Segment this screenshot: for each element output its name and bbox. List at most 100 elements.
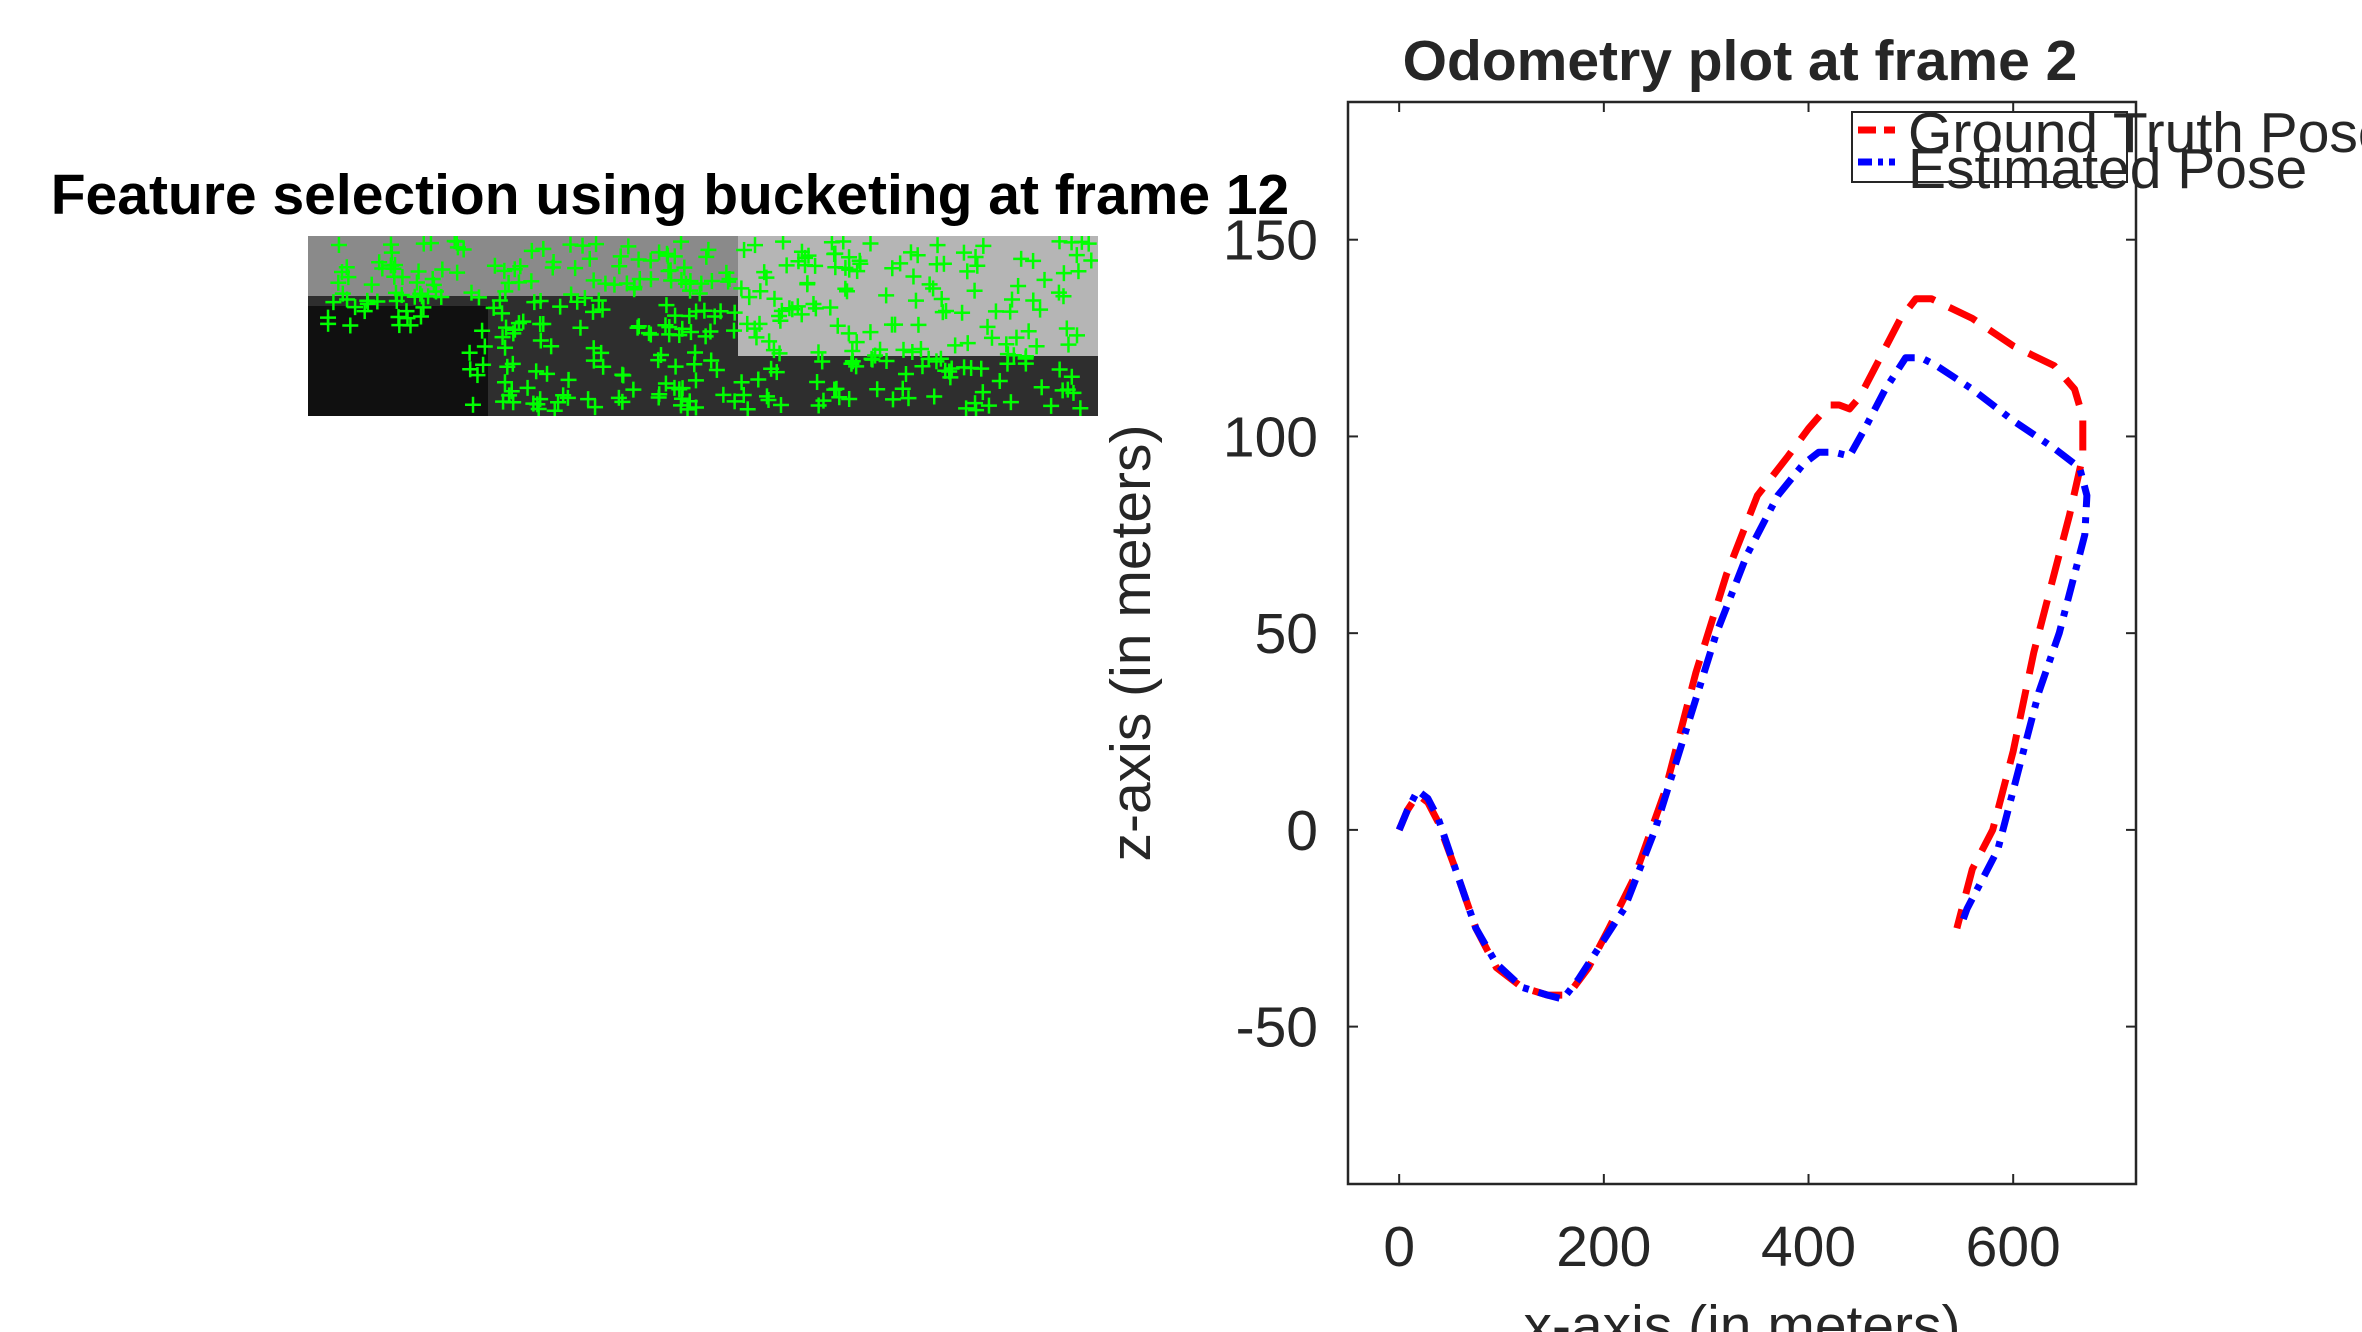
feature-marker — [581, 250, 598, 267]
feature-marker — [941, 363, 958, 380]
feature-marker — [682, 324, 699, 341]
feature-marker — [1083, 252, 1098, 269]
feature-marker — [739, 315, 756, 332]
feature-marker — [897, 366, 914, 383]
feature-marker — [772, 312, 789, 329]
feature-marker — [667, 358, 684, 375]
feature-marker — [530, 401, 547, 416]
feature-marker — [391, 317, 408, 334]
feature-marker — [735, 387, 752, 404]
feature-marker — [498, 319, 515, 336]
feature-marker — [339, 291, 356, 308]
feature-marker — [991, 372, 1008, 389]
feature-marker — [476, 338, 493, 355]
feature-marker — [1063, 368, 1080, 385]
feature-marker — [461, 344, 478, 361]
feature-marker — [606, 276, 623, 293]
feature-marker — [539, 365, 556, 382]
feature-marker — [867, 347, 884, 364]
feature-marker — [837, 280, 854, 297]
feature-marker — [935, 255, 952, 272]
x-tick-label: 400 — [1761, 1215, 1856, 1279]
feature-image-title: Feature selection using bucketing at fra… — [50, 163, 1290, 227]
feature-marker — [712, 303, 729, 320]
feature-marker — [347, 299, 364, 316]
feature-marker — [528, 363, 545, 380]
feature-marker — [614, 393, 631, 410]
feature-marker — [929, 237, 946, 254]
feature-marker — [726, 304, 743, 321]
feature-marker — [588, 236, 605, 253]
feature-marker — [760, 391, 777, 408]
y-tick-label: 100 — [1223, 405, 1318, 469]
feature-marker — [1080, 236, 1097, 252]
feature-marker — [904, 343, 921, 360]
feature-marker — [674, 320, 691, 337]
feature-marker — [894, 380, 911, 397]
feature-marker — [415, 236, 432, 252]
feature-marker — [510, 315, 527, 332]
feature-marker — [772, 397, 789, 414]
feature-marker — [572, 319, 589, 336]
feature-marker — [642, 252, 659, 269]
feature-marker — [963, 360, 980, 377]
feature-marker — [590, 292, 607, 309]
x-tick-label: 0 — [1383, 1215, 1415, 1279]
feature-marker — [496, 262, 513, 279]
feature-marker — [1068, 247, 1085, 264]
feature-marker — [826, 381, 843, 398]
feature-marker — [708, 361, 725, 378]
feature-marker — [612, 248, 629, 265]
feature-marker — [330, 274, 347, 291]
feature-marker — [954, 304, 971, 321]
feature-marker — [552, 298, 569, 315]
feature-marker — [356, 303, 373, 320]
feature-marker — [500, 274, 517, 291]
feature-marker — [748, 329, 765, 346]
feature-marker — [449, 264, 466, 281]
feature-marker — [739, 401, 756, 416]
feature-marker — [696, 302, 713, 319]
feature-marker — [494, 329, 511, 346]
feature-marker — [412, 285, 429, 302]
feature-marker — [758, 388, 775, 405]
feature-marker — [560, 371, 577, 388]
feature-marker — [815, 392, 832, 409]
feature-marker — [506, 321, 523, 338]
y-tick-label: 50 — [1255, 602, 1318, 666]
feature-marker — [998, 336, 1015, 353]
feature-marker — [756, 264, 773, 281]
feature-marker — [1028, 338, 1045, 355]
feature-marker — [642, 271, 659, 288]
legend-label-ground-truth: Ground Truth Pose — [1908, 101, 2362, 165]
feature-marker — [642, 326, 659, 343]
feature-marker — [496, 374, 513, 391]
series-line-ground-truth — [1395, 295, 2087, 999]
feature-marker — [835, 236, 852, 250]
feature-marker — [884, 260, 901, 277]
feature-marker — [325, 294, 342, 311]
feature-marker — [967, 395, 984, 412]
feature-marker — [752, 283, 769, 300]
feature-marker — [1060, 336, 1077, 353]
feature-marker — [1072, 400, 1089, 416]
feature-marker — [576, 290, 593, 307]
feature-marker — [902, 244, 919, 261]
feature-marker — [827, 245, 844, 262]
feature-marker — [657, 317, 674, 334]
feature-marker — [1036, 271, 1053, 288]
feature-marker — [342, 317, 359, 334]
feature-marker — [661, 326, 678, 343]
feature-marker — [720, 273, 737, 290]
x-axis-label: x-axis (in meters) — [1523, 1294, 1960, 1332]
feature-marker — [593, 344, 610, 361]
feature-marker — [775, 236, 792, 250]
feature-marker — [543, 338, 560, 355]
feature-marker — [687, 344, 704, 361]
legend: Ground Truth Pose Estimated Pose — [1851, 101, 2362, 201]
feature-marker — [462, 361, 479, 378]
feature-marker — [595, 358, 612, 375]
feature-marker — [1070, 263, 1087, 280]
feature-marker — [693, 275, 710, 292]
feature-marker — [781, 300, 798, 317]
